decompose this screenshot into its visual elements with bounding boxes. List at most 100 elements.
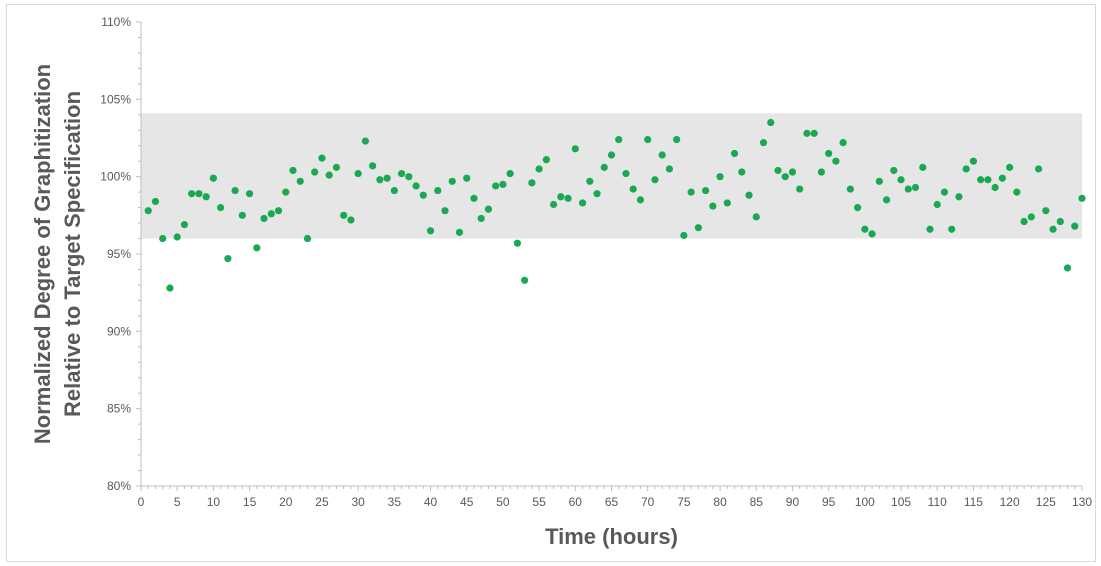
data-point [803, 129, 811, 137]
data-point [817, 168, 826, 176]
data-point [752, 213, 760, 221]
data-point [730, 149, 739, 158]
data-point [311, 168, 319, 176]
x-tick-label: 85 [750, 495, 764, 509]
data-point [412, 182, 420, 190]
data-point [861, 225, 869, 233]
data-point [274, 207, 283, 215]
data-point [658, 151, 666, 159]
data-point [810, 129, 818, 137]
data-point [875, 177, 883, 185]
data-point [289, 166, 297, 175]
data-point [607, 151, 616, 159]
y-tick-label: 80% [107, 479, 131, 493]
data-point [759, 139, 768, 147]
data-point [528, 179, 536, 187]
data-point [253, 244, 261, 252]
data-point [463, 174, 471, 182]
data-point [636, 196, 645, 204]
data-point [571, 145, 579, 153]
data-point [991, 183, 999, 192]
data-point [1034, 165, 1043, 173]
data-point [1049, 225, 1057, 233]
data-point [1056, 217, 1064, 226]
data-point [969, 157, 978, 165]
data-point [962, 165, 970, 173]
x-tick-label: 105 [891, 495, 911, 509]
data-point [448, 177, 456, 185]
data-point [195, 190, 203, 198]
data-point [282, 188, 290, 196]
data-point [738, 168, 746, 176]
data-point [369, 162, 377, 170]
x-tick-label: 55 [532, 495, 546, 509]
data-point [470, 194, 478, 202]
data-point [390, 186, 398, 195]
y-tick-label: 95% [107, 247, 131, 261]
x-tick-label: 75 [677, 495, 691, 509]
data-point [788, 168, 797, 176]
data-point [455, 228, 464, 236]
data-point [492, 182, 500, 190]
chart-frame [6, 4, 1096, 562]
data-point [904, 185, 912, 193]
data-point [188, 190, 196, 198]
data-point [926, 225, 934, 233]
data-point [911, 183, 920, 192]
x-tick-label: 130 [1072, 495, 1092, 509]
x-tick-label: 10 [207, 495, 221, 509]
x-tick-label: 125 [1036, 495, 1056, 509]
x-tick-label: 30 [351, 495, 365, 509]
x-tick-label: 80 [713, 495, 727, 509]
x-tick-label: 110 [928, 495, 947, 509]
data-point [644, 135, 652, 144]
y-axis-title-line-2: Relative to Target Specification [60, 91, 85, 417]
data-point [477, 214, 485, 223]
data-point [159, 234, 167, 243]
data-point [600, 163, 608, 171]
data-point [723, 199, 731, 207]
data-point [340, 211, 348, 219]
data-point [709, 202, 717, 210]
data-point [977, 176, 985, 184]
data-point [882, 196, 891, 204]
data-point [1078, 194, 1086, 202]
data-point [231, 186, 239, 195]
data-point [629, 185, 637, 193]
data-point [426, 227, 435, 235]
data-point [919, 163, 927, 171]
x-tick-label: 0 [138, 495, 145, 509]
data-point [180, 221, 189, 229]
data-point [557, 193, 565, 201]
data-point [166, 284, 174, 292]
data-point [296, 177, 304, 185]
x-tick-label: 20 [279, 495, 293, 509]
y-tick-label: 85% [107, 402, 131, 416]
data-point [397, 169, 406, 178]
data-point [224, 255, 232, 263]
data-point [687, 188, 695, 196]
data-point [1063, 264, 1072, 272]
data-point [767, 118, 775, 127]
data-point [673, 135, 681, 144]
data-point [202, 193, 210, 201]
data-point [622, 169, 630, 178]
data-point [484, 205, 493, 213]
data-point [984, 176, 992, 184]
data-point [260, 214, 268, 223]
data-point [173, 233, 181, 241]
data-point [238, 211, 246, 219]
data-point [948, 225, 956, 233]
data-point [702, 186, 710, 195]
x-tick-label: 100 [855, 495, 875, 509]
x-tick-label: 70 [641, 495, 655, 509]
x-tick-label: 5 [174, 495, 181, 509]
data-point [745, 191, 753, 199]
data-point [267, 210, 275, 218]
data-point [890, 166, 898, 175]
x-tick-label: 35 [388, 495, 402, 509]
data-point [716, 173, 724, 181]
x-tick-label: 115 [964, 495, 983, 509]
data-point [1020, 217, 1028, 226]
data-point [542, 156, 550, 164]
